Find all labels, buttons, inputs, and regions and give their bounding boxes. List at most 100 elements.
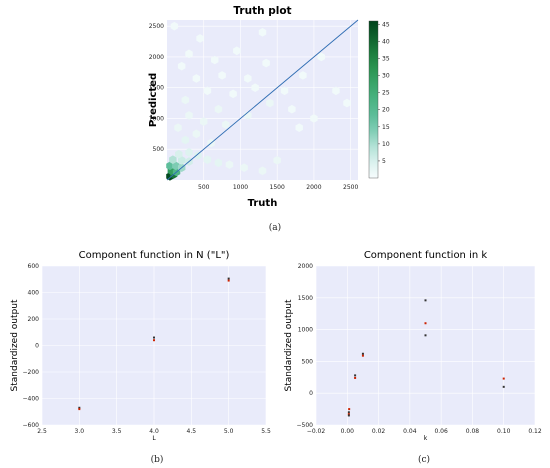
x-tick-label: 5.5 [261, 428, 271, 435]
x-axis-label: Truth [248, 198, 278, 209]
hexbin-cell [185, 49, 193, 59]
hexbin-cell [175, 149, 183, 159]
hexbin-cell [233, 46, 241, 56]
component-k-panel: −0.02 0.00 0.02 0.04 0.06 0.08 0.10 0.12 −500 0 50… [284, 250, 542, 465]
x-tick-label: 2000 [306, 184, 321, 191]
y-tick-label: 500 [302, 358, 314, 365]
hexbin-cell [317, 52, 325, 62]
hexbin-cell [203, 86, 212, 96]
identity-line [166, 19, 359, 181]
data-point [153, 339, 155, 342]
chart-title: Truth plot [233, 5, 291, 17]
data-point [424, 334, 427, 337]
colorbar [368, 20, 379, 179]
colorbar-tick-label: 35 [382, 56, 390, 63]
y-tick-label: 0 [309, 390, 313, 397]
colorbar-tick-label: 15 [382, 124, 390, 131]
hexbin-cell [200, 117, 208, 126]
hexbin-cell [196, 34, 204, 43]
y-tick-label: 500 [153, 146, 165, 153]
hexbin-cell [214, 158, 223, 168]
hexbin-cell [185, 148, 193, 157]
x-tick-label: −0.02 [307, 428, 326, 435]
y-axis-label: Standardized output [284, 299, 294, 391]
x-tick-label: 1000 [233, 184, 248, 191]
y-tick-label: 1000 [149, 115, 164, 122]
x-tick-label: 0.00 [341, 428, 355, 435]
data-point [227, 279, 230, 282]
x-tick-label: 0.02 [372, 428, 386, 435]
plot-area [316, 266, 535, 425]
colorbar-tick-label: 45 [382, 21, 390, 28]
hexbin-cell [181, 95, 190, 105]
hexbin-cell [288, 104, 296, 114]
data-point [347, 414, 350, 417]
hexbin-cell [244, 111, 252, 120]
x-tick-label: 0.04 [403, 428, 417, 435]
data-point [502, 385, 505, 388]
hexbin-cell [299, 71, 307, 80]
hexbin-cell [280, 86, 289, 96]
hexbin-cell [166, 161, 174, 171]
x-axis-label: k [424, 435, 428, 442]
x-tick-label: 4.5 [187, 428, 197, 435]
y-tick-label: −400 [23, 396, 40, 403]
data-point [361, 352, 364, 355]
hexbin-cell [225, 160, 234, 169]
caption-a: (a) [269, 222, 281, 233]
data-point [78, 406, 81, 409]
data-point [227, 277, 230, 280]
hexbin-cell [174, 123, 182, 132]
y-tick-label: 600 [28, 263, 40, 270]
x-tick-label: 0.12 [528, 428, 542, 435]
hexbin-cell [343, 98, 351, 108]
y-tick-label: −200 [23, 369, 40, 376]
component-k-caption: (c) [418, 454, 430, 465]
y-tick-label: 2000 [298, 263, 313, 270]
colorbar-tick-label: 40 [382, 38, 390, 45]
y-tick-label: 0 [35, 343, 39, 350]
hexbin-cell [266, 98, 274, 108]
chart-title: Component function in N ("L") [79, 250, 230, 261]
hexbin-cell [229, 89, 237, 99]
y-tick-label: 2500 [149, 23, 164, 30]
data-point [347, 411, 350, 414]
x-tick-label: 3.5 [112, 428, 122, 435]
y-tick-label: 400 [28, 290, 40, 297]
y-tick-label: 200 [28, 316, 40, 323]
colorbar-tick-label: 30 [382, 73, 390, 80]
hexbin-cell [172, 161, 180, 171]
hexbin-cell [222, 120, 230, 129]
hexbin-cell [262, 58, 270, 68]
data-point [354, 374, 357, 377]
x-tick-label: 2500 [343, 184, 358, 191]
hexbin-cell [169, 155, 177, 164]
x-axis-label: L [152, 435, 156, 442]
x-tick-label: 4.0 [149, 428, 159, 435]
hexbin-cell [218, 71, 226, 80]
y-axis-label: Standardized output [10, 299, 20, 391]
data-point [354, 376, 357, 379]
data-point [153, 336, 155, 339]
x-tick-label: 0.10 [497, 428, 511, 435]
hexbin-cell [194, 151, 202, 160]
data-point [78, 408, 81, 411]
hexbin-cell [251, 83, 259, 92]
colorbar-tick-label: 10 [382, 141, 390, 148]
x-tick-label: 2.5 [37, 428, 47, 435]
hexbin-cell [211, 55, 219, 65]
y-axis-label: Predicted [148, 73, 159, 127]
x-tick-label: 1500 [270, 184, 285, 191]
data-point [424, 322, 427, 325]
chart-title: Component function in k [364, 250, 488, 261]
hexbin-cell [203, 155, 212, 164]
x-tick-label: 5.0 [224, 428, 234, 435]
data-point [348, 408, 351, 411]
hexbin-cell [185, 111, 193, 120]
hexbin-cell [177, 156, 186, 165]
hexbin-cell [192, 129, 201, 139]
colorbar-tick-label: 20 [382, 107, 390, 114]
x-tick-label: 3.0 [75, 428, 85, 435]
truth-plot-panel: 500 1000 1500 2000 2500 500 1000 1500 2000 2500 Tr… [148, 5, 390, 233]
